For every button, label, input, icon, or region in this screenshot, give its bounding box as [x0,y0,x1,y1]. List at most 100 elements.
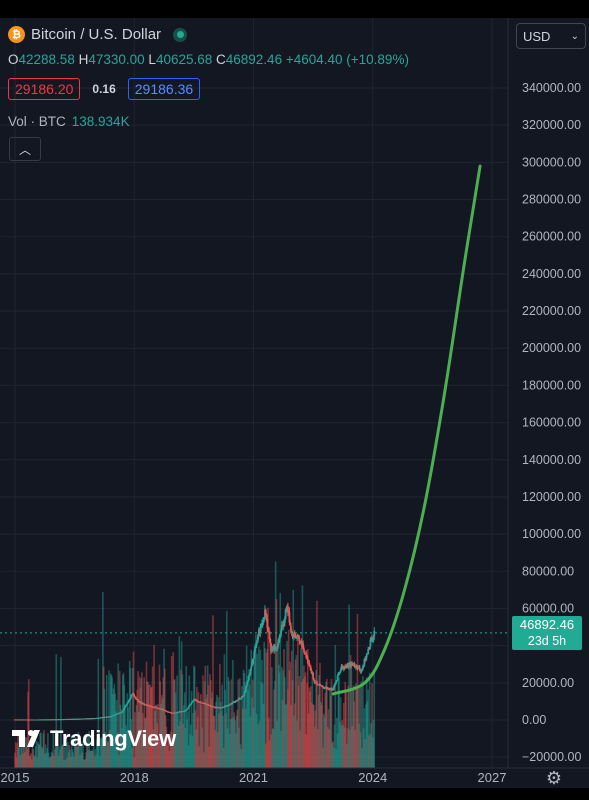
volume-bar [259,649,262,768]
candle [185,709,188,711]
volume-bar [135,705,138,768]
volume-bar [93,756,96,768]
volume-bar [138,676,141,768]
volume-bar [325,681,327,768]
candle [369,639,372,647]
y-tick-label: 280000.00 [522,193,581,207]
candle [248,675,250,681]
volume-bar [164,715,167,768]
volume-bar [334,644,337,768]
volume-bar [55,654,58,768]
volume-bar [109,673,112,768]
volume-bar [149,684,152,768]
candle [172,712,175,714]
volume-bar [69,749,71,768]
volume-bar [51,753,54,768]
volume-bar [265,652,268,768]
volume-bar [279,592,282,768]
volume-bar [147,681,149,768]
volume-bar [169,734,171,768]
candle [254,647,256,652]
volume-value: 138.934K [71,114,130,129]
volume-bar [192,712,194,768]
volume-bar [297,637,299,768]
volume-bar [338,677,340,768]
volume-bar [247,690,249,768]
volume-bar [326,678,328,768]
volume-bar [102,592,104,768]
volume-bar [238,678,241,768]
candle [361,668,363,670]
volume-bar [48,758,51,768]
volume-bar [339,722,341,768]
volume-bar [303,676,306,768]
volume-bar [234,720,236,768]
candle [367,649,370,654]
volume-bar [89,750,92,768]
volume-bar [57,744,59,768]
candle [325,687,328,689]
volume-bar [53,755,55,768]
volume-bar [173,679,176,768]
volume-bar [125,730,128,768]
volume-bar [39,733,42,768]
volume-bar [29,755,32,768]
chart-panel[interactable]: 340000.00 320000.00 300000.00 280000.00 2600… [0,18,589,788]
sell-button[interactable]: 29186.20 [8,78,81,100]
candle [335,680,338,682]
volume-bar [274,680,276,768]
volume-bar [339,697,342,768]
volume-bar [248,669,250,768]
candle [361,666,364,669]
volume-bar [18,747,20,768]
current-price-label: 46892.46 [519,616,575,632]
y-tick-label: 140000.00 [522,453,581,467]
candle [127,699,130,702]
volume-bar [16,743,19,768]
volume-bar [285,704,288,768]
volume-bar [271,667,273,768]
volume-bar [262,703,265,768]
candle [269,639,272,644]
candle [113,714,116,716]
volume-bar [67,752,70,768]
volume-bar [83,759,86,768]
volume-bar [337,678,340,768]
volume-bar [341,720,343,768]
volume-bar [46,748,48,768]
candle [309,666,311,668]
volume-bar [19,755,22,768]
volume-bar [41,748,44,768]
candle [170,712,172,714]
volume-bar [129,667,132,768]
volume-bar [203,681,206,768]
candle [252,657,255,663]
symbol-title[interactable]: Bitcoin / U.S. Dollar [31,26,162,43]
volume-bar [73,756,75,768]
volume-bar [141,713,144,768]
candle [291,632,294,637]
symbol-header[interactable]: ₿ Bitcoin / U.S. Dollar [8,26,188,43]
volume-bar [331,742,334,768]
gear-icon[interactable]: ⚙ [545,767,563,788]
volume-bar [304,672,307,768]
currency-selector[interactable]: USD ⌄ [516,23,586,49]
collapse-legend-button[interactable]: ︿ [9,137,41,161]
tradingview-logo[interactable]: TradingView [12,726,176,752]
candle [316,682,318,685]
volume-bar [27,691,29,768]
volume-bar [229,733,231,768]
volume-bar [121,728,123,768]
price-chart[interactable]: 340000.00 320000.00 300000.00 280000.00 2600… [0,18,589,788]
volume-bar [277,664,280,768]
volume-bar [313,726,316,768]
volume-bar [220,711,223,768]
candle [235,700,237,703]
volume-bar [76,738,79,768]
buy-button[interactable]: 29186.36 [127,78,201,100]
volume-bar [95,739,98,768]
candle [365,654,368,658]
volume-bar [176,675,178,768]
x-tick-label: 2021 [239,770,268,785]
volume-bar [323,713,325,768]
